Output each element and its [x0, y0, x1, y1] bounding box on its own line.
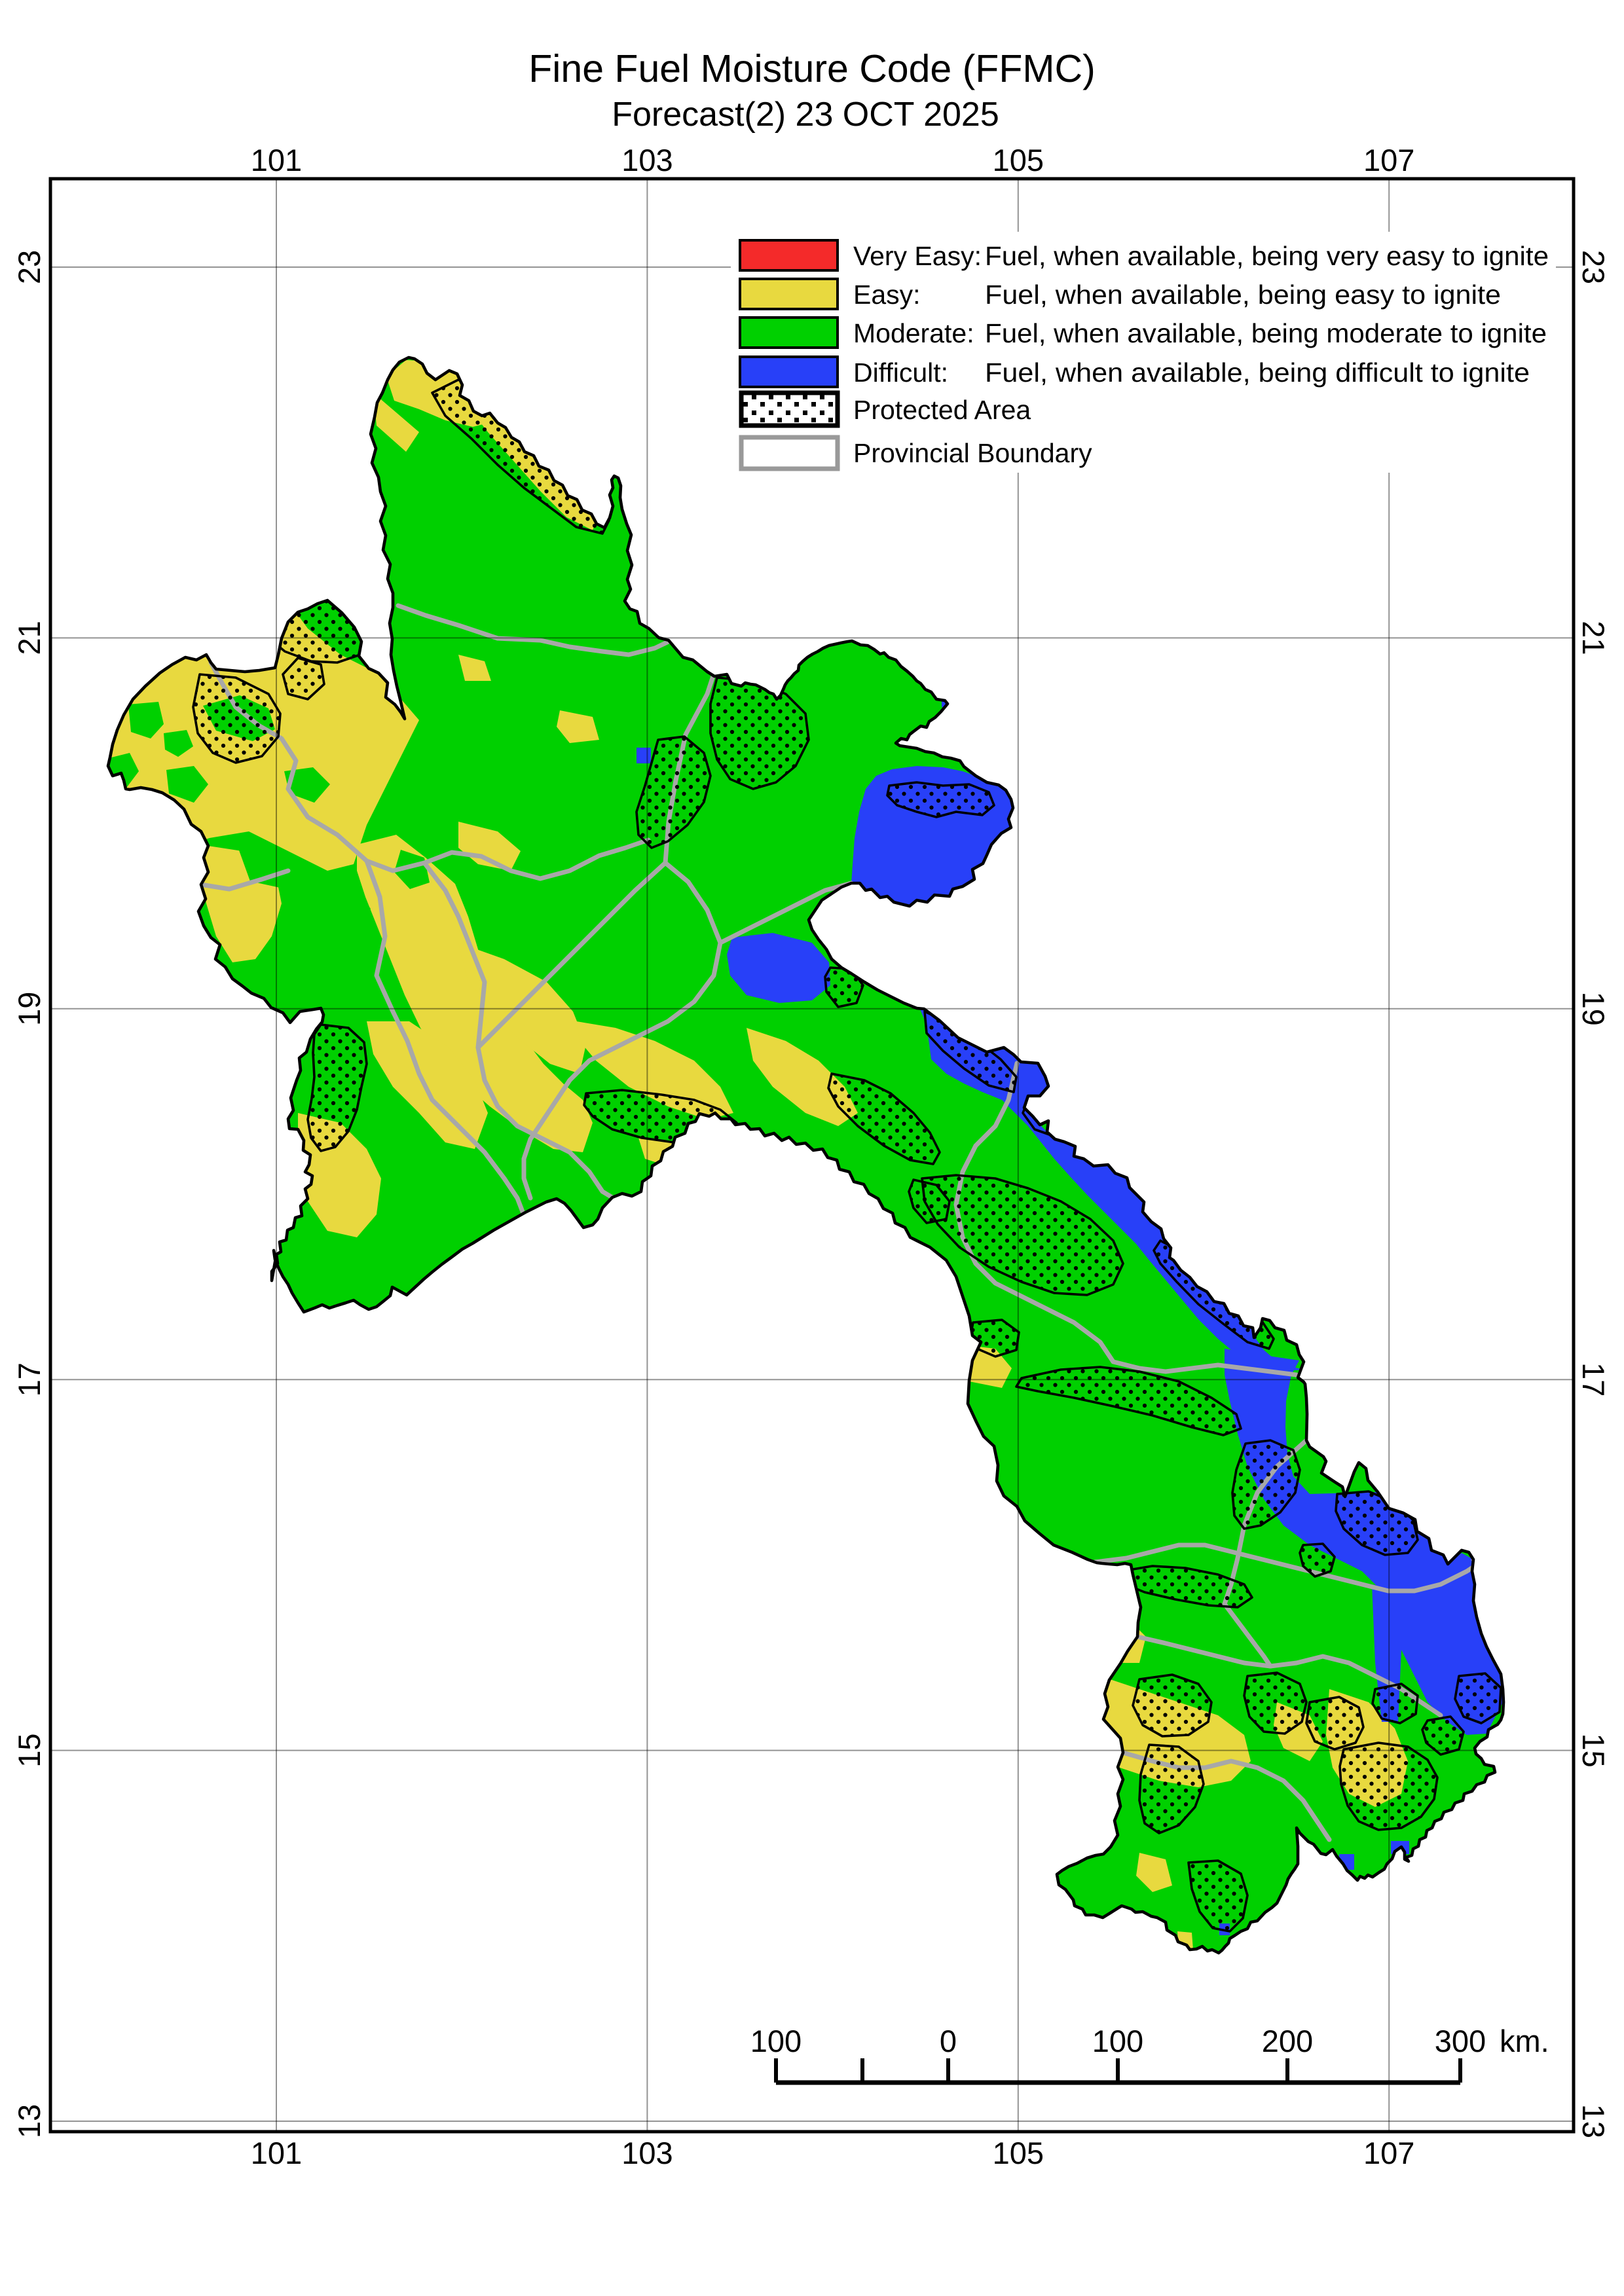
svg-text:Moderate:: Moderate: — [853, 318, 974, 348]
svg-text:Fuel, when available, being di: Fuel, when available, being difficult to… — [985, 357, 1530, 388]
svg-text:17: 17 — [1576, 1362, 1611, 1396]
svg-text:19: 19 — [12, 992, 46, 1026]
svg-text:Very Easy:: Very Easy: — [853, 241, 982, 271]
svg-text:15: 15 — [1576, 1733, 1611, 1767]
svg-text:Easy:: Easy: — [853, 280, 921, 310]
svg-text:Fuel, when available, being mo: Fuel, when available, being moderate to … — [985, 318, 1547, 348]
svg-text:105: 105 — [993, 2136, 1044, 2170]
svg-text:107: 107 — [1363, 2136, 1414, 2170]
svg-text:105: 105 — [993, 143, 1044, 177]
svg-text:17: 17 — [12, 1362, 46, 1396]
svg-text:km.: km. — [1500, 2024, 1549, 2058]
svg-text:107: 107 — [1363, 143, 1414, 177]
svg-text:Fuel, when available, being ea: Fuel, when available, being easy to igni… — [985, 280, 1501, 310]
svg-text:300: 300 — [1435, 2024, 1486, 2058]
svg-text:200: 200 — [1262, 2024, 1313, 2058]
svg-text:0: 0 — [940, 2024, 957, 2058]
svg-text:103: 103 — [621, 143, 673, 177]
svg-text:Fuel, when available, being ve: Fuel, when available, being very easy to… — [985, 241, 1549, 271]
svg-text:15: 15 — [12, 1733, 46, 1767]
svg-text:23: 23 — [12, 250, 46, 284]
svg-text:103: 103 — [621, 2136, 673, 2170]
svg-text:101: 101 — [251, 143, 302, 177]
svg-text:Difficult:: Difficult: — [853, 357, 948, 388]
svg-text:100: 100 — [1092, 2024, 1143, 2058]
svg-text:101: 101 — [251, 2136, 302, 2170]
svg-text:19: 19 — [1576, 992, 1611, 1026]
svg-text:Provincial Boundary: Provincial Boundary — [853, 438, 1092, 468]
svg-text:100: 100 — [750, 2024, 802, 2058]
svg-text:21: 21 — [1576, 621, 1611, 655]
svg-text:21: 21 — [12, 621, 46, 655]
svg-text:Protected Area: Protected Area — [853, 395, 1031, 425]
svg-text:13: 13 — [1576, 2104, 1611, 2138]
svg-text:23: 23 — [1576, 250, 1611, 284]
svg-text:Forecast(2) 23 OCT 2025: Forecast(2) 23 OCT 2025 — [612, 96, 999, 134]
svg-text:13: 13 — [12, 2104, 46, 2138]
svg-text:Fine Fuel Moisture Code (FFMC): Fine Fuel Moisture Code (FFMC) — [528, 47, 1096, 90]
